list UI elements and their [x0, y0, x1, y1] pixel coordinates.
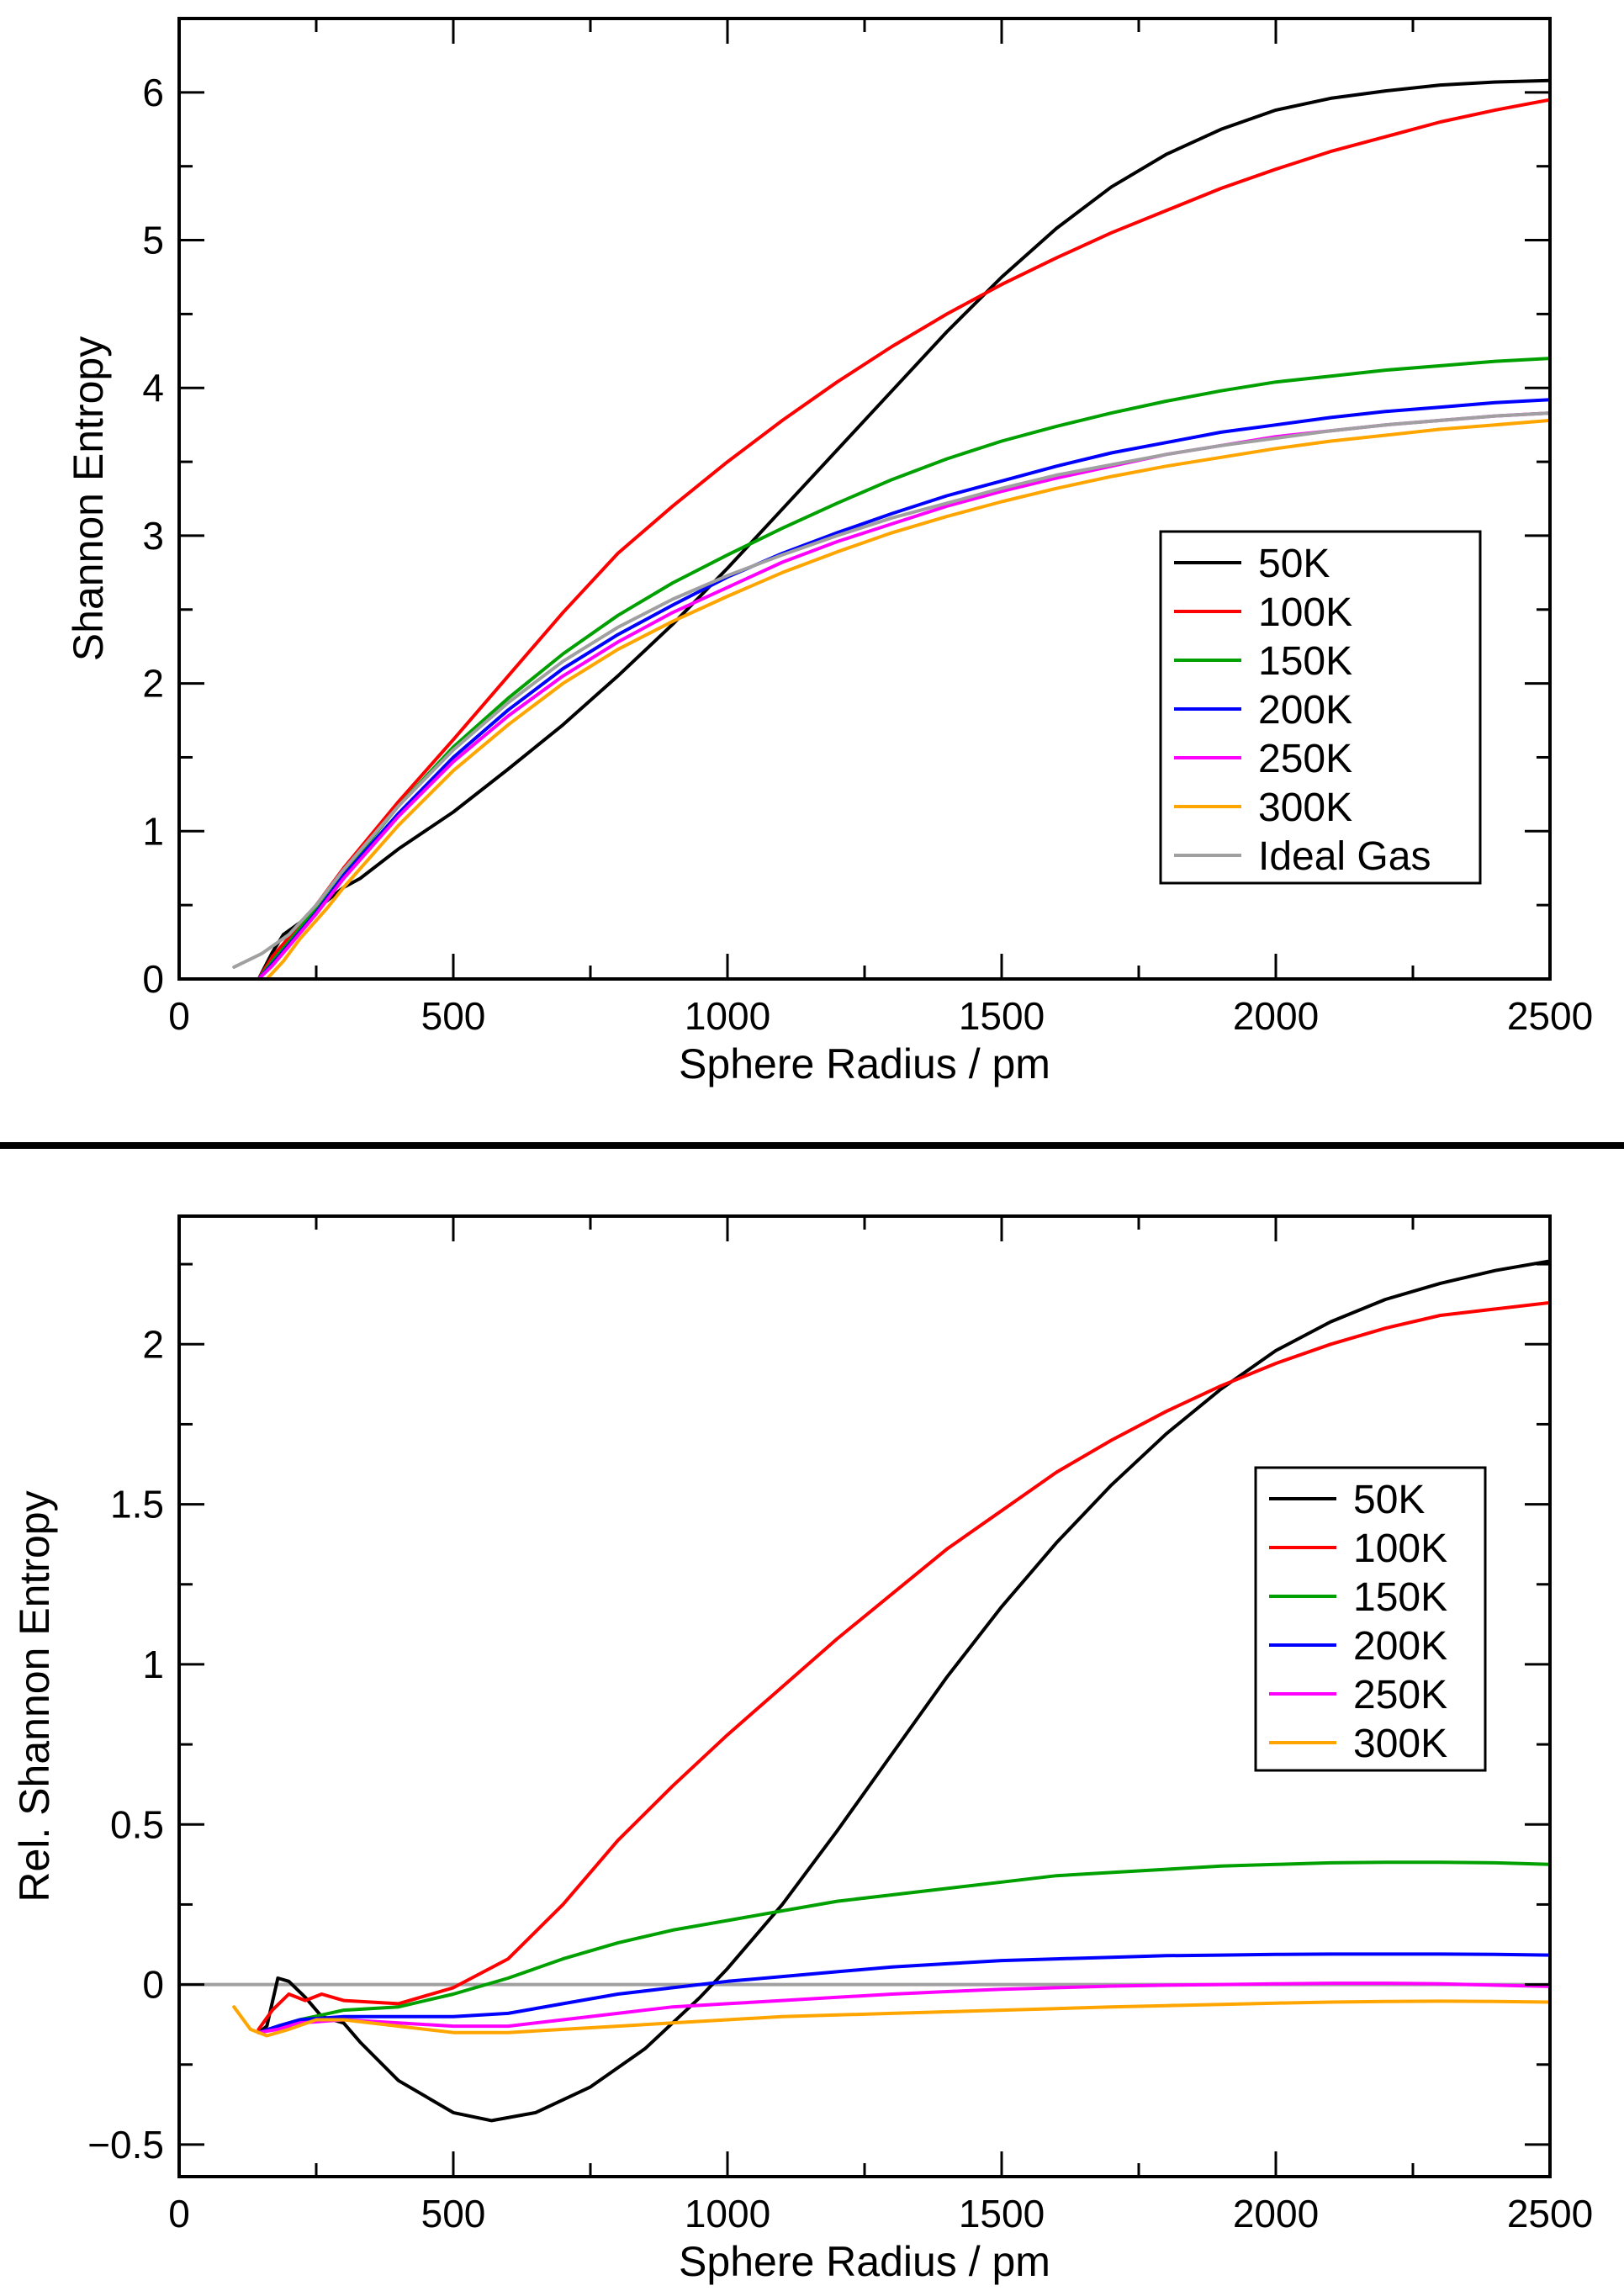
legend-label: 200K [1258, 688, 1352, 733]
series-line-50k [257, 78, 1550, 979]
y-tick-label: 1 [142, 1643, 164, 1686]
series-group [232, 1259, 1550, 2123]
legend-label: 250K [1353, 1673, 1447, 1717]
series-line-300k [265, 418, 1550, 979]
y-axis-title: Rel. Shannon Entropy [11, 1490, 58, 1902]
y-tick-label: 0.5 [110, 1802, 164, 1846]
x-tick-label: 1500 [959, 994, 1045, 1038]
series-line-250k [257, 1981, 1550, 2034]
chart-top: 0 500 1000 1500 2000 2500 0 1 2 3 4 5 6 Sphere Radius… [65, 17, 1593, 1087]
y-tick-label: 3 [142, 514, 164, 558]
x-axis-title: Sphere Radius / pm [679, 2238, 1050, 2285]
legend-label: 100K [1258, 590, 1352, 635]
legend-box [1254, 1466, 1487, 1772]
x-tick-label: 500 [421, 994, 486, 1038]
legend-label: Ideal Gas [1258, 834, 1431, 879]
x-tick-label: 0 [168, 994, 190, 1038]
series-line-150k [257, 1860, 1550, 2034]
y-tick-label: 0 [142, 957, 164, 1001]
x-tick-label: 1000 [685, 2192, 770, 2235]
legend-label: 200K [1353, 1624, 1447, 1669]
y-tick-label: 4 [142, 366, 164, 410]
legend-label: 300K [1353, 1722, 1447, 1766]
series-line-100k [257, 1300, 1550, 2031]
x-tick-label: 1000 [685, 994, 770, 1038]
x-tick-label: 2500 [1507, 994, 1593, 1038]
y-tick-label: 1.5 [110, 1483, 164, 1526]
series-line-ideal-gas [232, 411, 1550, 969]
y-tick-label: 1 [142, 809, 164, 853]
legend-label: 250K [1258, 737, 1352, 781]
x-tick-label: 1500 [959, 2192, 1045, 2235]
x-tick-label: 2500 [1507, 2192, 1593, 2235]
y-tick-label: 2 [142, 662, 164, 706]
series-line-200k [257, 1952, 1550, 2034]
y-tick-label: −0.5 [87, 2123, 164, 2167]
x-axis-title: Sphere Radius / pm [679, 1040, 1050, 1087]
y-tick-label: 0 [142, 1963, 164, 2007]
series-line-300k [232, 1999, 1550, 2038]
x-tick-label: 500 [421, 2192, 486, 2235]
y-tick-label: 5 [142, 219, 164, 262]
series-line-200k [257, 398, 1550, 979]
y-tick-label: 6 [142, 71, 164, 114]
x-tick-label: 2000 [1233, 2192, 1319, 2235]
legend-label: 150K [1353, 1575, 1447, 1620]
series-group [232, 78, 1550, 979]
legend-label: 50K [1258, 542, 1330, 586]
legend-label: 150K [1258, 639, 1352, 684]
legend-label: 300K [1258, 786, 1352, 830]
chart-bottom: 0 500 1000 1500 2000 2500−0.500.511.52Sphere … [11, 1214, 1593, 2285]
legend-label: 50K [1353, 1478, 1425, 1522]
y-tick-label: 2 [142, 1322, 164, 1366]
legend-label: 100K [1353, 1526, 1447, 1571]
y-axis-title: Shannon Entropy [65, 336, 112, 661]
x-tick-label: 2000 [1233, 994, 1319, 1038]
x-tick-label: 0 [168, 2192, 190, 2235]
